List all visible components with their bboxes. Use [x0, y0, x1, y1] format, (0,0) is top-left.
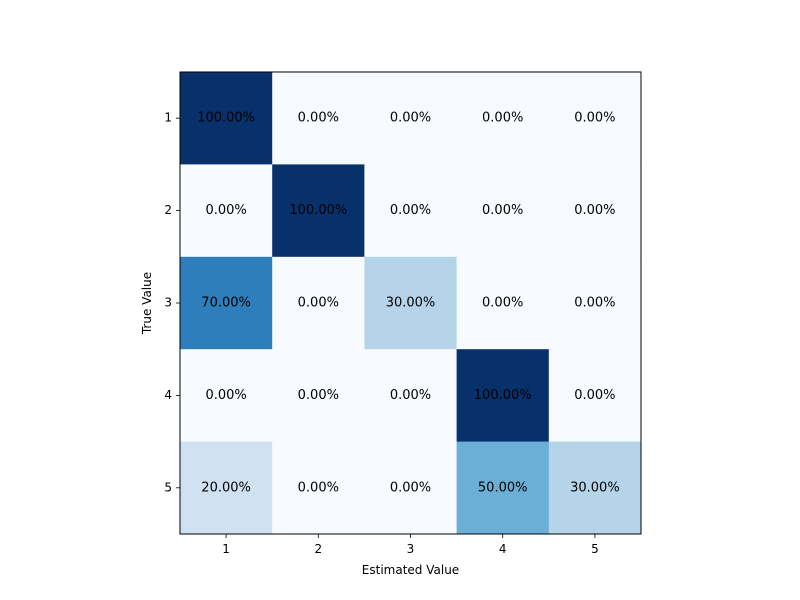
heatmap-cell: [548, 349, 642, 443]
x-tick-label: 1: [222, 542, 230, 556]
heatmap-cell: [180, 256, 273, 350]
cell-value-label: 70.00%: [201, 296, 251, 311]
heatmap-cell: [180, 349, 273, 443]
heatmap-cell: [272, 72, 365, 165]
x-tick-label: 2: [314, 542, 322, 556]
heatmap-cell: [548, 256, 642, 350]
heatmap-cell: [364, 72, 458, 165]
cell-value-label: 0.00%: [390, 203, 431, 218]
cell-value-label: 0.00%: [298, 388, 339, 403]
heatmap-cell: [272, 441, 365, 535]
cell-value-label: 0.00%: [574, 203, 615, 218]
heatmap-cell: [364, 349, 458, 443]
cell-value-label: 0.00%: [298, 111, 339, 126]
x-tick-label: 5: [591, 542, 599, 556]
heatmap-cell-labels: 100.00% 0.00% 0.00% 0.00% 0.00% 0.00% 100.00% 0…: [197, 111, 620, 496]
cell-value-label: 0.00%: [390, 480, 431, 495]
y-axis-ticks: 1 2 3 4 5: [164, 111, 180, 494]
heatmap-cell: [456, 256, 550, 350]
x-tick-label: 3: [407, 542, 415, 556]
heatmap-cell: [548, 72, 642, 165]
x-tick-label: 4: [499, 542, 507, 556]
cell-value-label: 30.00%: [386, 296, 436, 311]
cell-value-label: 0.00%: [298, 480, 339, 495]
heatmap-cell: [180, 164, 273, 258]
y-tick-label: 4: [164, 388, 172, 402]
cell-value-label: 0.00%: [574, 296, 615, 311]
cell-value-label: 20.00%: [201, 480, 251, 495]
x-axis-label: Estimated Value: [362, 563, 459, 577]
cell-value-label: 100.00%: [197, 111, 255, 126]
heatmap-cell: [456, 349, 550, 443]
cell-value-label: 30.00%: [570, 480, 620, 495]
cell-value-label: 0.00%: [205, 388, 246, 403]
cell-value-label: 100.00%: [474, 388, 532, 403]
heatmap-cell: [456, 441, 550, 535]
cell-value-label: 50.00%: [478, 480, 528, 495]
heatmap-cell: [456, 164, 550, 258]
cell-value-label: 0.00%: [482, 111, 523, 126]
heatmap-cell: [364, 441, 458, 535]
cell-value-label: 0.00%: [482, 296, 523, 311]
cell-value-label: 0.00%: [205, 203, 246, 218]
heatmap-cell: [272, 349, 365, 443]
heatmap-cell: [364, 164, 458, 258]
x-axis-ticks: 1 2 3 4 5: [222, 534, 599, 556]
cell-value-label: 0.00%: [482, 203, 523, 218]
cell-value-label: 0.00%: [574, 111, 615, 126]
heatmap-cell: [548, 164, 642, 258]
cell-value-label: 0.00%: [298, 296, 339, 311]
heatmap-cells: [180, 72, 642, 535]
heatmap-cell: [272, 256, 365, 350]
heatmap-cell: [180, 72, 273, 165]
heatmap-cell: [272, 164, 365, 258]
cell-value-label: 0.00%: [390, 388, 431, 403]
y-tick-label: 5: [164, 480, 172, 494]
cell-value-label: 0.00%: [390, 111, 431, 126]
y-tick-label: 3: [164, 296, 172, 310]
cell-value-label: 100.00%: [289, 203, 347, 218]
heatmap-cell: [180, 441, 273, 535]
y-tick-label: 2: [164, 203, 172, 217]
cell-value-label: 0.00%: [574, 388, 615, 403]
heatmap-cell: [548, 441, 642, 535]
y-tick-label: 1: [164, 111, 172, 125]
heatmap-cell: [364, 256, 458, 350]
heatmap-cell: [456, 72, 550, 165]
y-axis-label: True Value: [140, 272, 154, 335]
